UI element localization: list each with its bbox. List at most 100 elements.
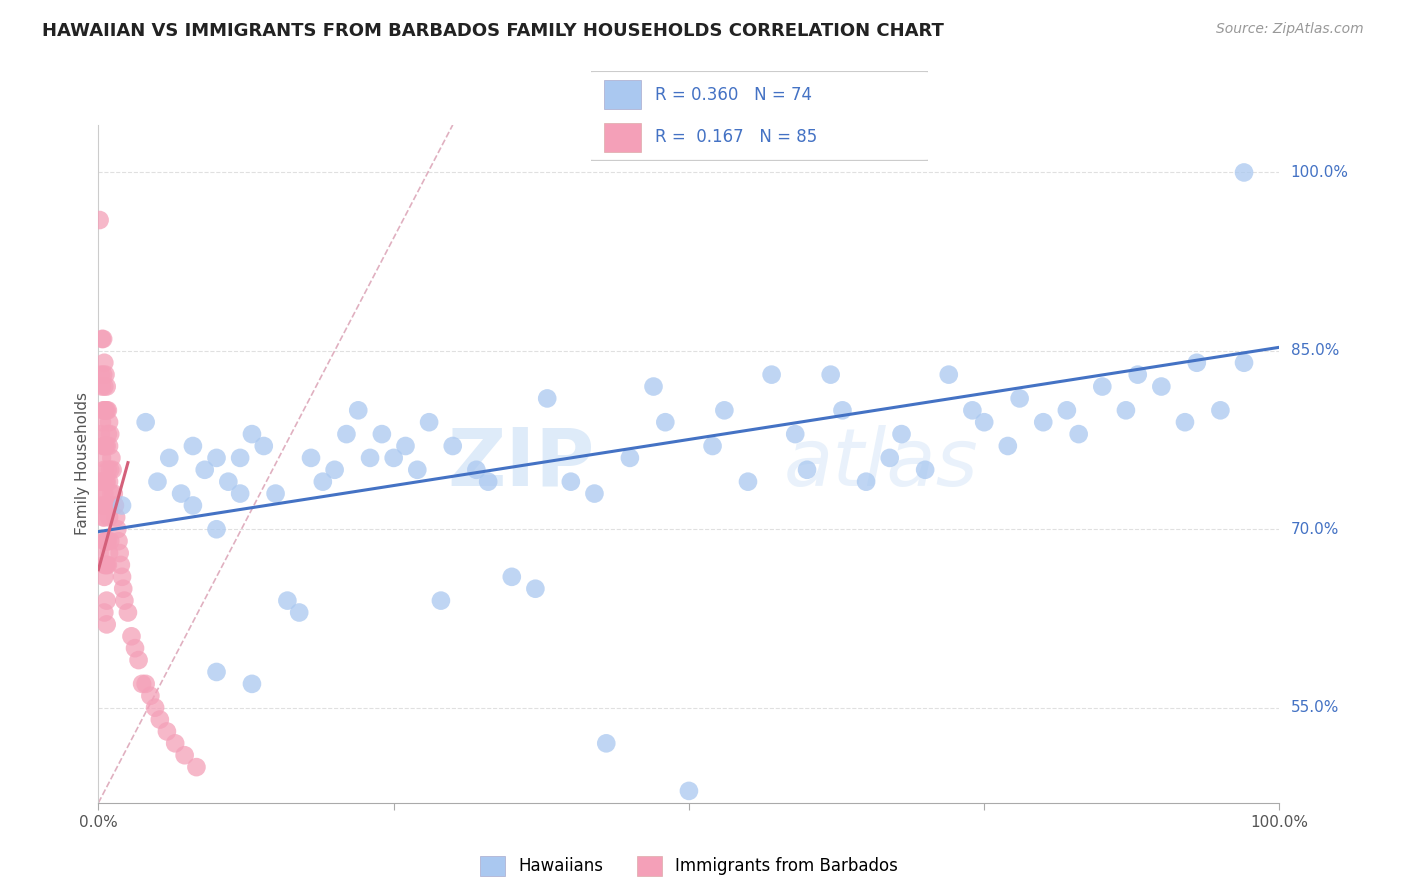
- Point: [91, 332, 114, 346]
- Point: [229, 450, 252, 465]
- Y-axis label: Family Households: Family Households: [75, 392, 90, 535]
- Point: [96, 593, 118, 607]
- Text: ZIP: ZIP: [447, 425, 595, 503]
- Point: [785, 427, 807, 442]
- Point: [94, 368, 117, 382]
- Point: [94, 534, 117, 549]
- Point: [406, 463, 429, 477]
- Point: [98, 427, 121, 442]
- Point: [101, 463, 124, 477]
- Point: [855, 475, 877, 489]
- Point: [98, 546, 121, 560]
- Point: [831, 403, 853, 417]
- Point: [91, 415, 114, 429]
- Point: [97, 403, 120, 417]
- Point: [205, 522, 228, 536]
- Point: [1067, 427, 1090, 442]
- Point: [229, 486, 252, 500]
- Point: [93, 558, 115, 572]
- Point: [157, 450, 180, 465]
- Point: [128, 653, 150, 667]
- Point: [93, 356, 115, 370]
- Point: [104, 499, 127, 513]
- Point: [103, 486, 125, 500]
- Point: [1233, 356, 1256, 370]
- Point: [217, 475, 239, 489]
- Point: [91, 475, 114, 489]
- Point: [165, 736, 187, 750]
- Point: [1008, 392, 1031, 406]
- Point: [1115, 403, 1137, 417]
- Point: [143, 700, 166, 714]
- FancyBboxPatch shape: [605, 123, 641, 152]
- Point: [93, 510, 115, 524]
- Text: 70.0%: 70.0%: [1291, 522, 1339, 537]
- Point: [914, 463, 936, 477]
- Point: [117, 606, 139, 620]
- Point: [108, 546, 131, 560]
- Text: 100.0%: 100.0%: [1291, 165, 1348, 180]
- Point: [91, 332, 114, 346]
- Point: [93, 463, 115, 477]
- Point: [1056, 403, 1078, 417]
- Text: atlas: atlas: [783, 425, 979, 503]
- Point: [1150, 379, 1173, 393]
- Point: [382, 450, 405, 465]
- Point: [288, 606, 311, 620]
- Point: [205, 665, 228, 679]
- Point: [1174, 415, 1197, 429]
- Point: [91, 499, 114, 513]
- Point: [737, 475, 759, 489]
- Point: [100, 486, 122, 500]
- Point: [441, 439, 464, 453]
- Point: [465, 463, 488, 477]
- Point: [91, 475, 114, 489]
- Point: [98, 463, 121, 477]
- Point: [139, 689, 162, 703]
- Point: [194, 463, 217, 477]
- Point: [96, 379, 118, 393]
- Point: [264, 486, 287, 500]
- Point: [1032, 415, 1054, 429]
- Point: [371, 427, 394, 442]
- Point: [560, 475, 582, 489]
- Point: [761, 368, 783, 382]
- Point: [107, 534, 129, 549]
- Point: [299, 450, 322, 465]
- Point: [156, 724, 179, 739]
- Point: [1091, 379, 1114, 393]
- Point: [93, 570, 115, 584]
- Point: [973, 415, 995, 429]
- Point: [112, 582, 135, 596]
- Point: [90, 368, 112, 382]
- Legend: Hawaiians, Immigrants from Barbados: Hawaiians, Immigrants from Barbados: [474, 849, 904, 882]
- Point: [938, 368, 960, 382]
- Point: [89, 213, 111, 227]
- Point: [90, 427, 112, 442]
- Point: [170, 486, 193, 500]
- Text: Source: ZipAtlas.com: Source: ZipAtlas.com: [1216, 22, 1364, 37]
- Point: [94, 558, 117, 572]
- Point: [94, 439, 117, 453]
- Text: HAWAIIAN VS IMMIGRANTS FROM BARBADOS FAMILY HOUSEHOLDS CORRELATION CHART: HAWAIIAN VS IMMIGRANTS FROM BARBADOS FAM…: [42, 22, 943, 40]
- Point: [96, 499, 118, 513]
- Point: [98, 439, 121, 453]
- Point: [181, 439, 204, 453]
- Point: [93, 534, 115, 549]
- Point: [96, 558, 118, 572]
- Point: [97, 427, 120, 442]
- Point: [146, 475, 169, 489]
- Point: [98, 475, 121, 489]
- Point: [91, 510, 114, 524]
- Point: [418, 415, 440, 429]
- Point: [205, 450, 228, 465]
- Point: [135, 677, 157, 691]
- Point: [173, 748, 195, 763]
- Point: [713, 403, 735, 417]
- Point: [890, 427, 912, 442]
- Point: [90, 486, 112, 500]
- Point: [89, 546, 111, 560]
- Point: [583, 486, 606, 500]
- Point: [820, 368, 842, 382]
- Point: [312, 475, 335, 489]
